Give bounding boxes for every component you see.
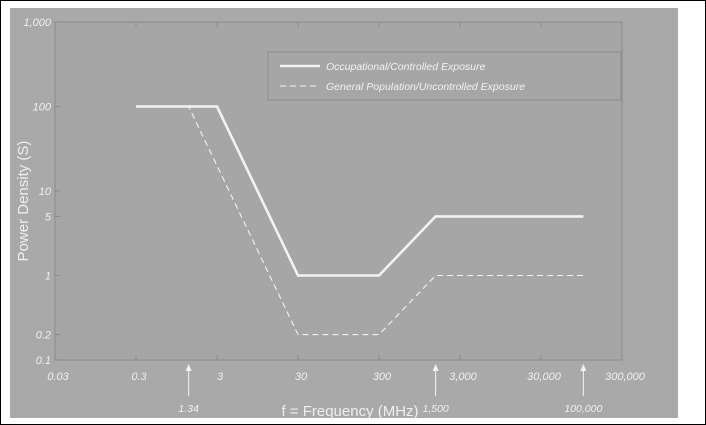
x-tick-label: 30 (295, 371, 308, 383)
x-tick-label: 30,000 (527, 371, 562, 383)
x-tick-label: 300,000 (605, 371, 646, 383)
y-tick-label: 10 (39, 186, 52, 198)
marker-arrow-head (432, 364, 439, 371)
x-tick-label: 0.03 (47, 371, 69, 383)
y-axis-title: Power Density (S) (15, 141, 32, 262)
series-line-general (136, 105, 584, 336)
legend-label: General Population/Uncontrolled Exposure (326, 81, 525, 93)
x-tick-label: 3,000 (449, 371, 477, 383)
legend-box (267, 51, 622, 101)
marker-arrow-head (580, 364, 587, 371)
y-tick-label: 0.2 (36, 330, 51, 342)
y-tick-label: 100 (33, 102, 52, 114)
x-tick-label: 300 (373, 371, 392, 383)
y-tick-label: 1,000 (23, 17, 51, 29)
x-tick-label: 3 (217, 371, 224, 383)
marker-arrow-head (185, 364, 192, 371)
x-axis-title: f = Frequency (MHz) (281, 403, 418, 420)
legend-label: Occupational/Controlled Exposure (326, 61, 486, 73)
y-tick-label: 0.1 (36, 355, 51, 367)
marker-label: 100,000 (564, 403, 602, 415)
x-tick-label: 0.3 (131, 371, 147, 383)
series-line-occupational (136, 105, 584, 277)
marker-label: 1,500 (422, 403, 448, 415)
marker-label: 1.34 (178, 403, 199, 415)
y-tick-label: 5 (45, 211, 52, 223)
y-tick-label: 1 (45, 271, 51, 283)
